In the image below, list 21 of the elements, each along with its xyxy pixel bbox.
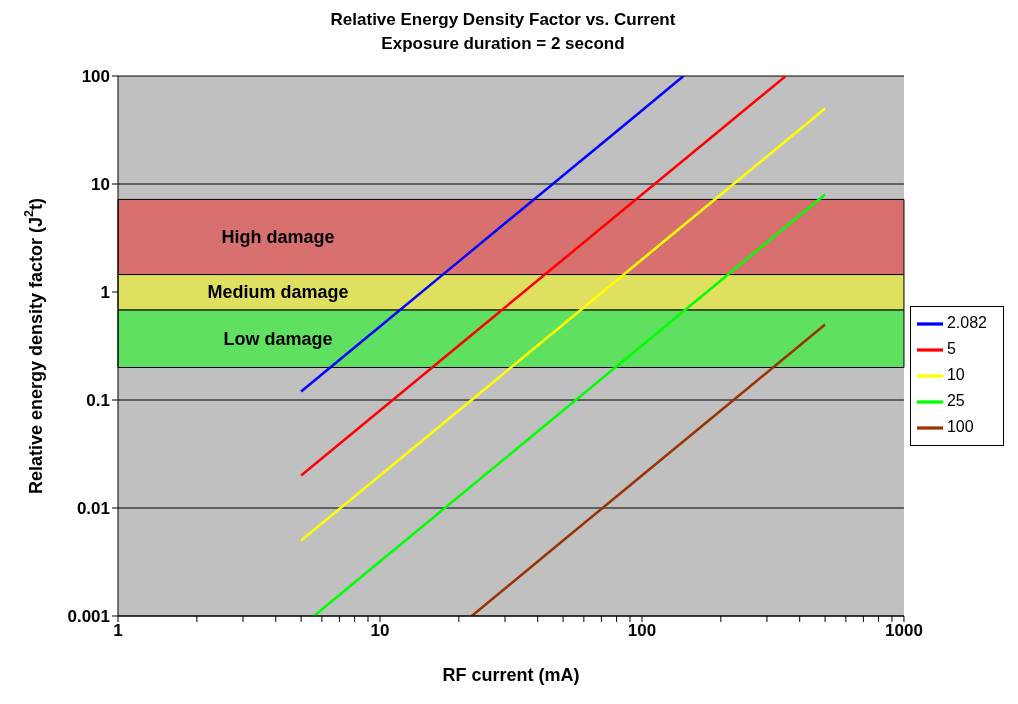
- chart-title: Relative Energy Density Factor vs. Current: [329, 9, 677, 31]
- band-label: High damage: [221, 226, 335, 247]
- y-tick-label: 0.1: [86, 391, 110, 411]
- band-label: Low damage: [223, 328, 333, 349]
- legend-label: 10: [946, 366, 965, 384]
- legend-label: 25: [946, 392, 965, 410]
- legend-label: 100: [946, 418, 974, 436]
- x-tick-label: 10: [370, 621, 390, 641]
- y-tick-label: 100: [81, 67, 110, 87]
- x-axis-title: RF current (mA): [442, 665, 580, 685]
- y-tick-label: 10: [91, 175, 110, 195]
- legend-label: 5: [946, 340, 956, 358]
- y-tick-label: 0.001: [67, 607, 110, 627]
- chart-subtitle: Exposure duration = 2 second: [380, 33, 626, 55]
- y-tick-label: 1: [100, 283, 110, 303]
- legend-label: 2.082: [946, 314, 987, 332]
- x-tick-label: 1: [113, 621, 123, 641]
- band-label: Medium damage: [207, 282, 349, 303]
- x-tick-label: 100: [627, 621, 657, 641]
- y-tick-label: 0.01: [76, 499, 110, 519]
- x-tick-label: 1000: [885, 621, 923, 641]
